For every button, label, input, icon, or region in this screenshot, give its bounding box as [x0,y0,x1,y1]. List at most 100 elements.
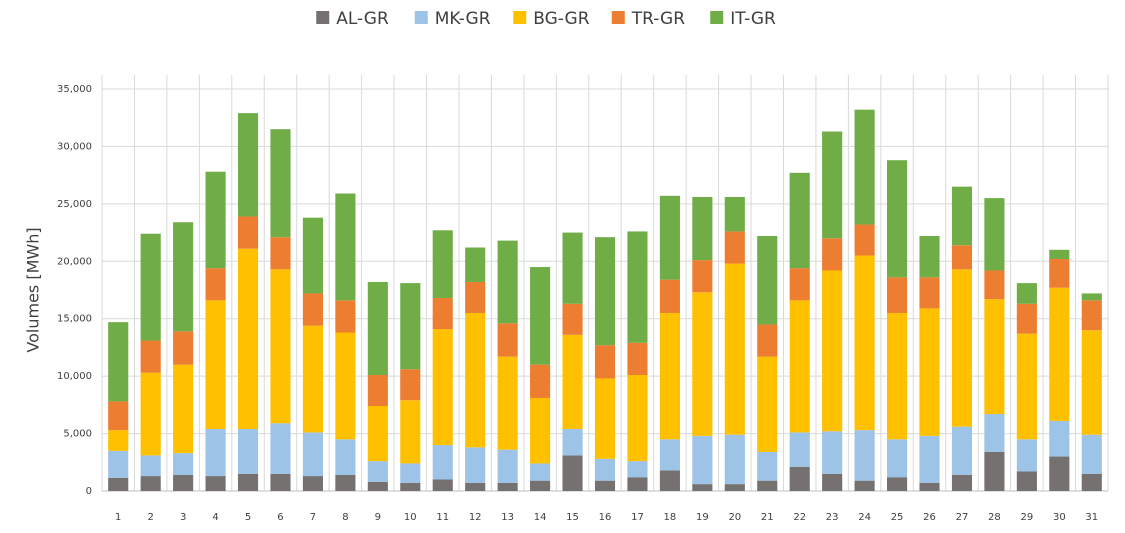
x-tick-label: 9 [375,512,381,523]
x-tick-label: 23 [826,512,839,523]
bar-segment [173,453,194,475]
bar-segment [951,269,973,427]
bar-segment [627,231,648,343]
bar-segment [854,480,875,491]
x-tick-label: 27 [956,512,969,523]
bar-segment [1016,439,1037,472]
bar-segment [887,477,908,491]
bar-segment [335,474,356,491]
bar-segment [367,374,388,407]
bar-segment [919,482,940,491]
bar-segment [335,193,356,301]
bar-segment [1049,258,1070,288]
bar-segment [854,224,875,256]
bar-segment [302,293,323,326]
y-tick-label: 5,000 [63,429,92,440]
bar-segment [984,198,1005,271]
bar-segment [302,476,323,491]
y-tick-label: 15,000 [57,314,92,325]
bar-segment [530,463,551,481]
bar-segment [562,303,583,335]
bar-segment [1081,293,1102,301]
bar-segment [335,300,356,333]
bar-segment [594,237,616,346]
bar-segment [822,238,843,271]
bar-segment [951,245,973,270]
bar-segment [887,277,908,313]
bar-segment [984,414,1005,452]
x-tick-label: 28 [988,512,1001,523]
bar-segment [302,325,323,433]
bar-segment [822,270,843,432]
bar-segment [757,480,778,491]
bar-segment [887,160,908,278]
bar-segment [627,477,648,491]
x-tick-label: 13 [501,512,514,523]
bar-segment [692,196,713,261]
bar-segment [887,439,908,478]
bar-segment [724,263,745,435]
bar-segment [173,331,194,365]
bar-segment [692,484,713,491]
bar-segment [1016,471,1037,491]
bar-segment [400,369,421,401]
bar-segment [724,196,745,232]
x-tick-label: 26 [923,512,936,523]
bar-segment [140,455,161,477]
bar-segment [724,231,745,264]
y-tick-label: 10,000 [57,371,92,382]
bar-segment [1016,283,1037,304]
legend-label: BG-GR [533,9,589,29]
bar-segment [465,447,486,483]
bar-segment [1049,287,1070,421]
bar-segment [1049,456,1070,491]
bar-segment [919,308,940,436]
bar-segment [919,236,940,278]
x-tick-label: 5 [245,512,251,523]
legend-swatch [611,11,625,24]
x-tick-label: 8 [342,512,348,523]
x-tick-label: 11 [436,512,449,523]
bar-segment [367,281,388,375]
x-tick-label: 10 [404,512,417,523]
bar-segment [465,312,486,448]
bar-segment [659,439,680,471]
bar-segment [108,430,129,451]
bar-segment [951,426,973,475]
bar-segment [530,364,551,398]
bar-segment [140,233,161,341]
bar-segment [659,279,680,313]
bar-segment [335,332,356,440]
bar-segment [108,450,129,478]
x-tick-label: 30 [1053,512,1066,523]
bar-segment [367,406,388,462]
bar-segment [724,484,745,491]
bar-segment [465,247,486,282]
bar-segment [432,230,453,299]
bar-segment [984,451,1005,491]
bar-segment [237,216,259,249]
bar-segment [789,432,810,467]
bar-segment [789,300,810,433]
bar-segment [1016,303,1037,334]
legend-swatch [710,11,724,24]
bar-segment [1016,333,1037,440]
bar-segment [757,356,778,452]
bar-segment [497,482,518,491]
legend-swatch [414,11,428,24]
bar-segment [400,400,421,464]
bar-segment [140,340,161,373]
bar-segment [237,473,259,491]
bar-segment [432,329,453,446]
bar-segment [530,397,551,464]
bar-segment [594,458,616,481]
bar-segment [205,268,226,301]
bar-segment [1081,473,1102,491]
bar-segment [822,473,843,491]
bar-segment [432,445,453,480]
bar-segment [562,232,583,304]
legend-label: TR-GR [631,9,685,29]
bar-segment [400,482,421,491]
bar-segment [530,480,551,491]
